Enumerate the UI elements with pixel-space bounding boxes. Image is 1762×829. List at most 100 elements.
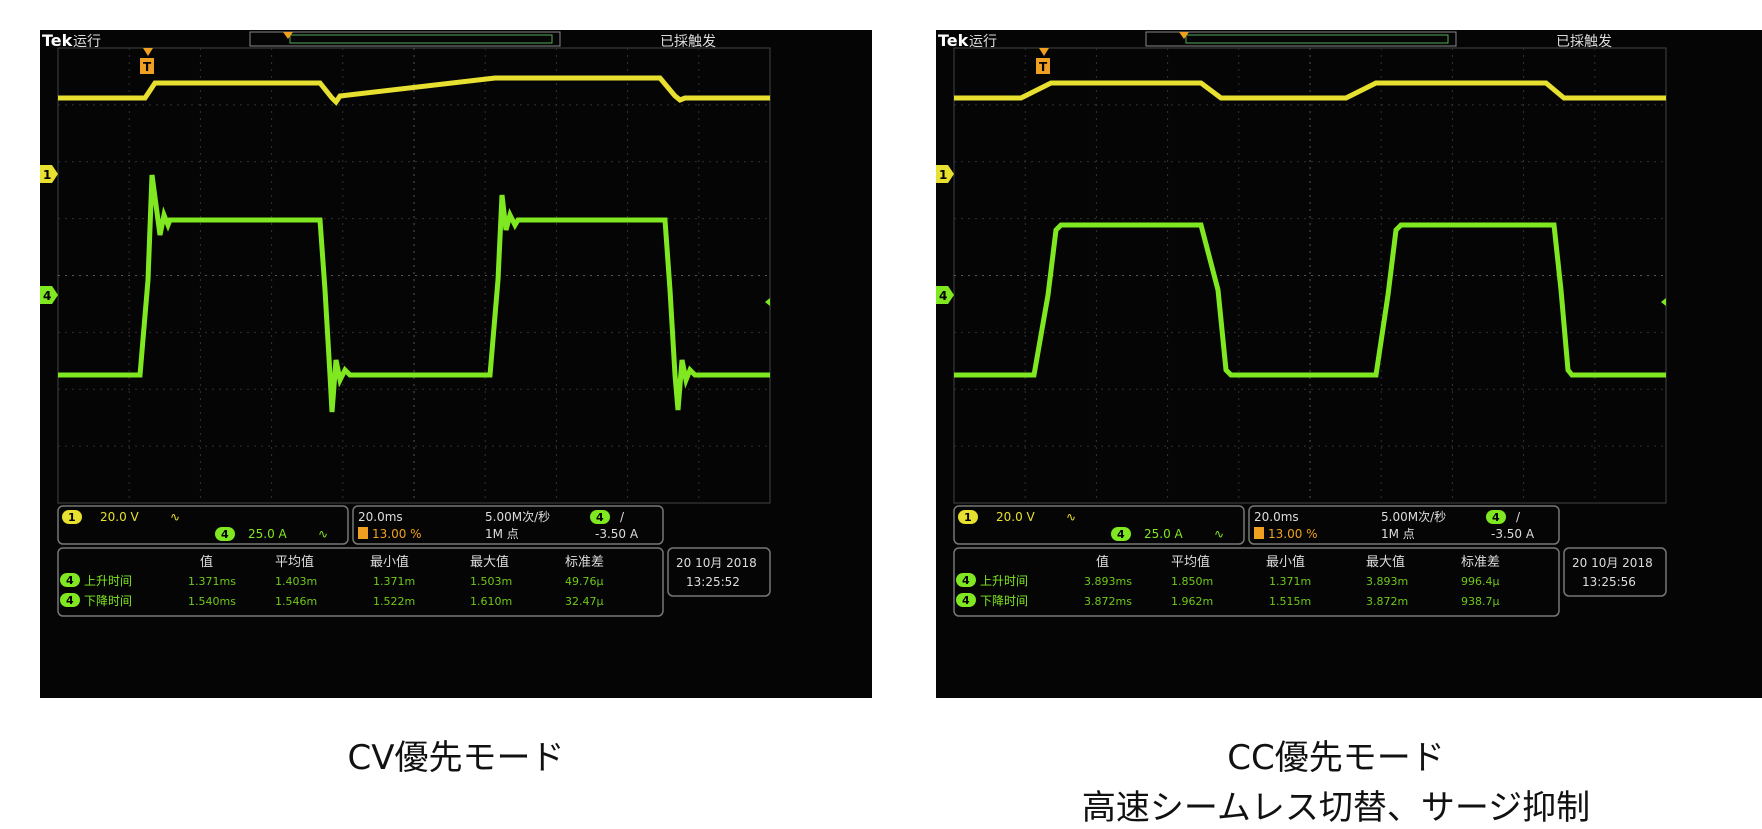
caption-cv-mode: CV優先モード <box>347 738 565 778</box>
meas-header: 最大值 <box>1366 554 1405 570</box>
ch1-bw-icon: ∿ <box>1066 510 1076 524</box>
graticule <box>57 47 771 504</box>
meas-header: 值 <box>200 554 213 570</box>
datetime-panel: 20 10月 2018 13:25:56 <box>1563 547 1667 597</box>
svg-text:T: T <box>143 60 152 74</box>
meas-value: 3.893ms <box>1084 575 1132 588</box>
meas-header: 平均值 <box>275 554 314 570</box>
meas-value: 1.515m <box>1269 595 1311 608</box>
timebase-scale: 20.0ms <box>1254 510 1299 524</box>
scope-display: Tek 运行 已採触发 T 1 4 <box>40 31 771 617</box>
meas-value: 1.403m <box>275 575 317 588</box>
ch1-scale: 20.0 V <box>996 510 1036 524</box>
timebase-panel: 20.0ms 13.00 % 5.00M次/秒 1M 点 4 / -3.50 A <box>352 505 664 545</box>
ch1-voltage-waveform <box>954 80 1666 101</box>
timebase-scale: 20.0ms <box>358 510 403 524</box>
svg-text:4: 4 <box>939 289 947 303</box>
ch4-current-waveform <box>58 174 770 413</box>
measurement-table: 值 平均值 最小值 最大值 标准差 4 上升时间 3.893ms 1.850m … <box>953 547 1560 617</box>
ch4-current-waveform <box>954 222 1666 378</box>
graticule <box>953 47 1667 504</box>
time-readout: 13:25:56 <box>1582 575 1636 589</box>
top-status-bar: Tek 运行 已採触发 <box>42 31 716 50</box>
meas-value: 3.872m <box>1366 595 1408 608</box>
trigger-level-marker <box>1661 298 1666 306</box>
meas-header: 最大值 <box>470 554 509 570</box>
measurement-table: 值 平均值 最小值 最大值 标准差 4 上升时间 1.371ms 1.403m … <box>57 547 664 617</box>
svg-text:4: 4 <box>221 528 229 541</box>
svg-text:4: 4 <box>1492 511 1500 524</box>
channel-settings-panel: 1 20.0 V ∿ 4 25.0 A ∿ <box>57 505 349 545</box>
meas-value: 1.540ms <box>188 595 236 608</box>
meas-row-label: 上升时间 <box>84 574 132 588</box>
ch4-ground-marker: 4 <box>40 286 58 304</box>
trigger-slope: / <box>1516 510 1521 524</box>
timebase-panel: 20.0ms 13.00 % 5.00M次/秒 1M 点 4 / -3.50 A <box>1248 505 1560 545</box>
top-status-bar: Tek 运行 已採触发 <box>938 31 1612 50</box>
record-window <box>289 34 553 44</box>
meas-row-label: 下降时间 <box>980 594 1028 608</box>
meas-value: 938.7μ <box>1461 595 1500 608</box>
run-status: 运行 <box>73 34 101 50</box>
ch4-bw-icon: ∿ <box>318 527 328 541</box>
meas-value: 1.962m <box>1171 595 1213 608</box>
meas-value: 32.47μ <box>565 595 604 608</box>
trigger-position: 13.00 % <box>372 527 422 541</box>
record-view-bar <box>1145 31 1457 47</box>
ch1-scale: 20.0 V <box>100 510 140 524</box>
record-window <box>1185 34 1449 44</box>
trigger-level-marker <box>765 298 770 306</box>
meas-value: 1.503m <box>470 575 512 588</box>
svg-text:4: 4 <box>962 594 970 607</box>
meas-row-label: 下降时间 <box>84 594 132 608</box>
record-length: 1M 点 <box>485 527 519 541</box>
svg-text:1: 1 <box>43 168 51 182</box>
ch4-bw-icon: ∿ <box>1214 527 1224 541</box>
caption-cc-description: 高速シームレス切替、サージ抑制 <box>1081 788 1591 828</box>
trigger-position: 13.00 % <box>1268 527 1318 541</box>
sample-rate: 5.00M次/秒 <box>1381 510 1446 524</box>
ch1-ground-marker: 1 <box>936 165 954 183</box>
oscilloscope-screen-cv: Tek 运行 已採触发 T 1 4 <box>40 30 872 698</box>
svg-text:4: 4 <box>66 594 74 607</box>
meas-header: 平均值 <box>1171 554 1210 570</box>
meas-row-label: 上升时间 <box>980 574 1028 588</box>
meas-header: 标准差 <box>1461 555 1500 570</box>
meas-value: 1.546m <box>275 595 317 608</box>
svg-text:4: 4 <box>596 511 604 524</box>
trigger-status: 已採触发 <box>1556 34 1612 50</box>
trigger-position-marker: T <box>1036 32 1189 74</box>
meas-value: 1.371m <box>1269 575 1311 588</box>
svg-text:1: 1 <box>939 168 947 182</box>
datetime-panel: 20 10月 2018 13:25:52 <box>667 547 771 597</box>
brand-logo: Tek <box>938 31 969 50</box>
ch1-ground-marker: 1 <box>40 165 58 183</box>
svg-text:1: 1 <box>964 511 972 524</box>
sample-rate: 5.00M次/秒 <box>485 510 550 524</box>
svg-text:4: 4 <box>962 574 970 587</box>
meas-value: 1.522m <box>373 595 415 608</box>
ch4-scale: 25.0 A <box>248 527 288 541</box>
record-view-bar <box>249 31 561 47</box>
meas-header: 最小值 <box>1266 554 1305 570</box>
svg-text:4: 4 <box>66 574 74 587</box>
ch1-bw-icon: ∿ <box>170 510 180 524</box>
meas-header: 标准差 <box>565 555 604 570</box>
scope-display: Tek 运行 已採触发 T 1 4 <box>936 31 1667 617</box>
ch1-voltage-waveform <box>58 75 770 106</box>
record-length: 1M 点 <box>1381 527 1415 541</box>
meas-value: 3.872ms <box>1084 595 1132 608</box>
meas-value: 1.850m <box>1171 575 1213 588</box>
trigger-status: 已採触发 <box>660 34 716 50</box>
svg-text:4: 4 <box>1117 528 1125 541</box>
trigger-level: -3.50 A <box>595 527 639 541</box>
meas-value: 3.893m <box>1366 575 1408 588</box>
run-status: 运行 <box>969 34 997 50</box>
meas-value: 996.4μ <box>1461 575 1500 588</box>
ch4-ground-marker: 4 <box>936 286 954 304</box>
meas-value: 1.371ms <box>188 575 236 588</box>
meas-value: 1.610m <box>470 595 512 608</box>
channel-settings-panel: 1 20.0 V ∿ 4 25.0 A ∿ <box>953 505 1245 545</box>
date-readout: 20 10月 2018 <box>1572 556 1653 570</box>
meas-value: 1.371m <box>373 575 415 588</box>
